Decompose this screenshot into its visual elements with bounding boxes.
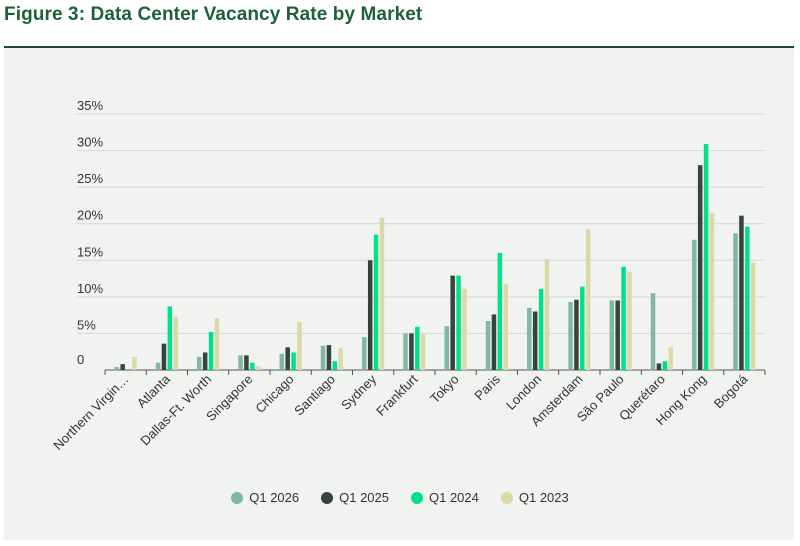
chart-panel bbox=[4, 48, 794, 540]
y-tick-label: 5% bbox=[77, 317, 96, 332]
bar bbox=[202, 352, 208, 370]
x-category-label: Chicago bbox=[252, 372, 296, 416]
x-category-label: Frankfurt bbox=[373, 371, 421, 419]
bar bbox=[132, 356, 137, 370]
bar bbox=[580, 286, 585, 370]
bar bbox=[279, 353, 285, 370]
bar bbox=[255, 366, 261, 370]
bar bbox=[114, 367, 120, 370]
x-category-label: Bogotá bbox=[711, 371, 751, 411]
y-tick-label: 15% bbox=[77, 244, 103, 259]
title-rule bbox=[4, 46, 794, 48]
bar bbox=[197, 356, 202, 370]
bar bbox=[750, 262, 756, 370]
bar bbox=[532, 311, 538, 370]
bar bbox=[450, 275, 455, 370]
bar bbox=[615, 300, 620, 370]
bar bbox=[585, 228, 591, 370]
bar bbox=[291, 352, 296, 370]
bar bbox=[491, 314, 497, 370]
legend-label: Q1 2024 bbox=[429, 490, 479, 505]
legend-swatch bbox=[321, 491, 334, 504]
bar bbox=[326, 345, 332, 370]
bar bbox=[444, 326, 450, 370]
bar bbox=[544, 258, 550, 370]
bar bbox=[733, 233, 738, 370]
bar bbox=[409, 333, 414, 370]
bar bbox=[120, 364, 125, 370]
y-tick-label: 35% bbox=[77, 98, 103, 113]
bar bbox=[403, 333, 408, 370]
bar bbox=[415, 326, 420, 370]
legend-label: Q1 2026 bbox=[249, 490, 300, 505]
bar bbox=[697, 165, 703, 370]
y-tick-label: 20% bbox=[77, 208, 103, 223]
y-tick-label: 0 bbox=[77, 352, 84, 367]
x-category-label: Atlanta bbox=[134, 371, 174, 411]
bar bbox=[456, 275, 461, 370]
bar bbox=[650, 293, 656, 370]
x-category-label: Paris bbox=[471, 371, 503, 403]
chart-legend: Q1 2026 Q1 2025 Q1 2024 Q1 2023 bbox=[0, 490, 800, 505]
x-category-label: Northern Virgin… bbox=[50, 372, 131, 453]
bar bbox=[420, 334, 426, 370]
bar bbox=[362, 337, 367, 370]
bar bbox=[527, 307, 532, 370]
bar bbox=[250, 362, 255, 370]
x-category-label: Sydney bbox=[338, 371, 380, 413]
bar bbox=[609, 300, 615, 370]
bar bbox=[155, 362, 161, 370]
x-category-label: London bbox=[503, 372, 544, 413]
bar bbox=[173, 316, 178, 370]
bar bbox=[497, 252, 503, 370]
legend-item: Q1 2023 bbox=[500, 490, 569, 505]
bar bbox=[662, 361, 668, 370]
bar bbox=[574, 299, 579, 370]
bar bbox=[538, 288, 544, 370]
bar bbox=[692, 239, 697, 370]
bar bbox=[627, 271, 632, 370]
bar bbox=[568, 301, 573, 370]
bar bbox=[244, 355, 249, 370]
y-tick-label: 30% bbox=[77, 135, 103, 150]
bar bbox=[739, 215, 744, 370]
bar bbox=[161, 343, 167, 370]
legend-item: Q1 2026 bbox=[231, 490, 299, 505]
bar bbox=[709, 212, 715, 370]
bar bbox=[621, 266, 626, 370]
x-category-label: Dallas-Ft. Worth bbox=[137, 372, 214, 449]
legend-item: Q1 2025 bbox=[321, 490, 389, 505]
bar bbox=[668, 347, 673, 370]
legend-swatch bbox=[500, 491, 513, 504]
bar bbox=[367, 260, 373, 370]
bar bbox=[238, 355, 243, 370]
y-tick-label: 10% bbox=[77, 281, 103, 296]
bar bbox=[208, 331, 214, 370]
bar bbox=[656, 363, 662, 370]
bar bbox=[373, 234, 379, 370]
legend-swatch bbox=[231, 491, 244, 504]
y-tick-label: 25% bbox=[77, 171, 103, 186]
bar bbox=[485, 320, 491, 370]
bar bbox=[379, 217, 385, 370]
bar bbox=[503, 283, 508, 370]
legend-item: Q1 2024 bbox=[411, 490, 479, 505]
figure-title: Figure 3: Data Center Vacancy Rate by Ma… bbox=[4, 4, 423, 25]
bar bbox=[462, 288, 467, 370]
bar bbox=[703, 143, 709, 370]
bar bbox=[332, 361, 338, 370]
legend-label: Q1 2023 bbox=[518, 490, 569, 505]
bar bbox=[320, 345, 326, 370]
bar bbox=[297, 321, 302, 370]
bar bbox=[167, 306, 173, 370]
bar bbox=[338, 348, 343, 370]
bar bbox=[214, 318, 220, 370]
legend-swatch bbox=[411, 491, 423, 504]
x-category-label: Santiago bbox=[291, 372, 338, 419]
legend-label: Q1 2025 bbox=[339, 490, 389, 505]
bar bbox=[745, 226, 750, 370]
x-category-label: Tokyo bbox=[427, 372, 462, 407]
bar bbox=[285, 347, 290, 370]
